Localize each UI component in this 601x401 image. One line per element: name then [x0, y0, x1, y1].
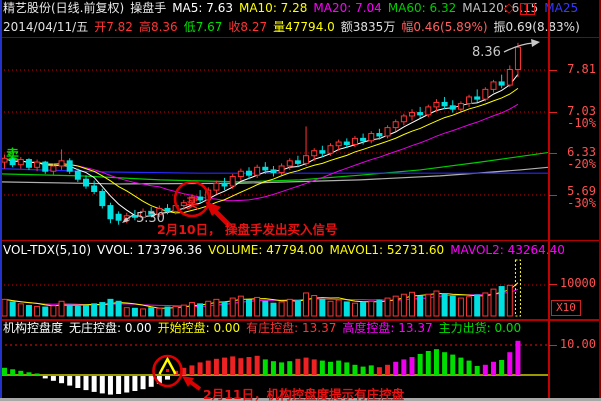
header-segment: MA20: 7.04	[313, 1, 382, 15]
axis-label: 10.00	[559, 337, 596, 351]
volume-multiplier-badge: X10	[551, 300, 581, 316]
header-segment: 开7.82	[94, 20, 133, 34]
header-segment: 低7.67	[183, 20, 223, 34]
buy-signal-annotation: 2月10日， 操盘手发出买入信号	[157, 222, 338, 237]
diamond-icon[interactable]: ◇	[504, 1, 514, 16]
control-indicator-header: 机构控盘度 无庄控盘: 0.00 开始控盘: 0.00 有庄控盘: 13.37 高度控盘…	[3, 321, 527, 336]
window-right-border	[599, 0, 601, 398]
header-segment: 主力出货: 0.00	[438, 321, 522, 335]
axis-label: -20%	[567, 157, 596, 171]
divider	[0, 37, 599, 38]
volume-pane[interactable]	[0, 257, 548, 317]
header-segment: 有庄控盘: 13.37	[246, 321, 337, 335]
header-segment: MAVOL2: 43264.40	[450, 243, 565, 257]
axis-label: -30%	[567, 196, 596, 210]
header-segment: MAVOL1: 52731.60	[329, 243, 445, 257]
header-segment: MA120: 6.15	[462, 1, 539, 15]
header-segment: 高度控盘: 13.37	[342, 321, 433, 335]
axis-label: 7.03	[567, 104, 596, 118]
axis-label: -10%	[567, 116, 596, 130]
sell-signal-marker: 卖	[6, 148, 20, 163]
axis-tick	[549, 345, 557, 346]
title-bar: 精艺股份(日线.前复权) 操盘手 MA5: 7.63 MA10: 7.28 MA20: …	[3, 1, 584, 16]
header-segment: VOLUME: 47794.00	[208, 243, 324, 257]
header-segment: 高8.36	[138, 20, 178, 34]
header-segment: 量47794.0	[273, 20, 335, 34]
axis-tick	[549, 112, 557, 113]
axis-tick	[549, 284, 557, 285]
header-segment: MA10: 7.28	[238, 1, 308, 15]
header-segment: 开始控盘: 0.00	[157, 321, 241, 335]
axis-label: 10000	[559, 276, 596, 290]
high-price-label: 8.36	[472, 45, 501, 60]
header-segment: 幅0.46(5.89%)	[401, 20, 488, 34]
header-segment: VOL-TDX(5,10)	[3, 243, 92, 257]
axis-tick	[549, 70, 557, 71]
header-segment: 2014/04/11/五	[3, 20, 89, 34]
axis-tick	[549, 153, 557, 154]
divider	[0, 319, 599, 321]
header-segment: MA5: 7.63	[172, 1, 233, 15]
axis-tick	[549, 195, 557, 196]
control-indicator-pane[interactable]	[0, 335, 548, 398]
window-bottom-border	[0, 398, 601, 401]
header-segment: 机构控盘度	[3, 321, 64, 335]
volume-header: VOL-TDX(5,10) VVOL: 173796.36 VOLUME: 4779…	[3, 243, 571, 258]
split-window-icon[interactable]	[520, 3, 535, 15]
main-chart-pane[interactable]	[0, 38, 548, 240]
axis-label: 7.81	[567, 62, 596, 76]
buy-signal-marker: 买	[186, 197, 200, 212]
header-segment: 额3835万	[340, 20, 396, 34]
daily-quote-bar: 2014/04/11/五 开7.82 高8.36 低7.67 收8.27 量47794.0…	[3, 20, 586, 35]
axis-label: 5.69	[567, 184, 596, 198]
header-segment: VVOL: 173796.36	[97, 243, 203, 257]
axis-label: 6.33	[567, 145, 596, 159]
price-axis-line	[548, 0, 550, 398]
window-left-border	[0, 0, 2, 398]
header-segment: 无庄控盘: 0.00	[69, 321, 152, 335]
header-segment: 精艺股份(日线.前复权)	[3, 1, 125, 15]
ctrl-signal-annotation: 2月11日，机构控盘度提示有庄控盘	[203, 387, 405, 401]
header-segment: 振0.69(8.83%)	[493, 20, 580, 34]
header-segment: MA60: 6.32	[387, 1, 457, 15]
low-price-label: 5.30	[136, 211, 165, 226]
header-segment: 收8.27	[228, 20, 268, 34]
divider	[0, 240, 599, 241]
header-segment: MA25	[544, 1, 579, 15]
header-segment: 操盘手	[130, 1, 167, 15]
